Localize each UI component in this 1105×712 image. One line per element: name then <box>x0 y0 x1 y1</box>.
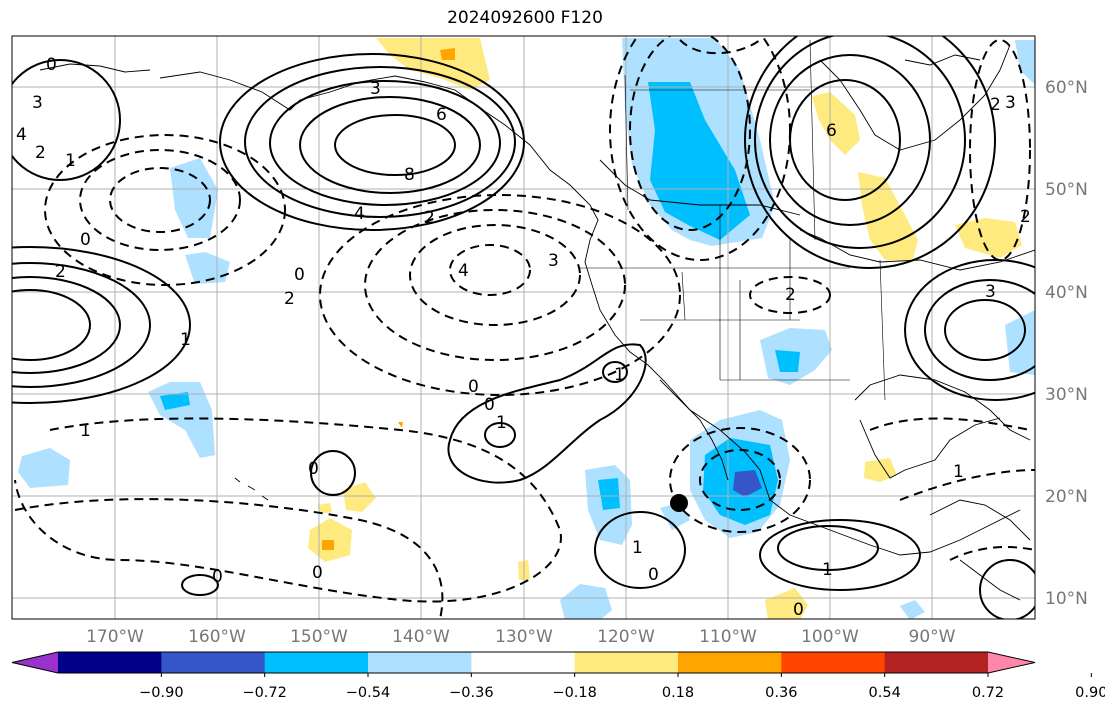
contour-label: 2 <box>1020 207 1031 227</box>
contour-label: 4 <box>458 261 469 281</box>
positive-contours <box>12 36 1035 619</box>
lon-label: 160°W <box>188 627 246 647</box>
storm-center-marker <box>670 494 688 512</box>
contour-labels: 0 3 4 2 1 3 6 8 4 2 0 2 1 2 4 3 0 0 1 1 … <box>16 55 1031 620</box>
contour-label: 2 <box>990 95 1001 115</box>
contour-label: 1 <box>80 421 91 441</box>
colorbar-segment <box>574 652 679 673</box>
colorbar-tick-label: 0.36 <box>765 685 797 701</box>
contour-label: 1 <box>180 330 191 350</box>
contour-label: 0 <box>793 600 804 620</box>
lon-label: 120°W <box>597 627 655 647</box>
longitude-labels: 170°W 160°W 150°W 140°W 130°W 120°W 110°… <box>86 627 956 647</box>
contour-label: 1 <box>632 538 643 558</box>
colorbar-tick-label: 0.18 <box>662 685 694 701</box>
colorbar-segment <box>264 652 369 673</box>
contour-label: 6 <box>436 105 447 125</box>
lat-label: 60°N <box>1045 78 1088 98</box>
latitude-labels: 60°N 50°N 40°N 30°N 20°N 10°N <box>1045 78 1088 609</box>
negative-contours <box>14 36 1035 619</box>
contour-label: 3 <box>985 282 996 302</box>
contour-label: 1 <box>496 413 507 433</box>
contour-label: 1 <box>953 462 964 482</box>
colorbar-segment <box>471 652 576 673</box>
colorbar-segment <box>884 652 989 673</box>
contour-label: 2 <box>55 262 66 282</box>
colorbar: −0.90 −0.72 −0.54 −0.36 −0.18 0.18 0.36 0.54 0.7… <box>11 651 1105 701</box>
colorbar-extension-low <box>12 652 58 673</box>
map-title: 2024092600 F120 <box>447 8 603 28</box>
colorbar-tick-label: 0.72 <box>972 685 1004 701</box>
lat-label: 40°N <box>1045 283 1088 303</box>
colorbar-tick-label: 0.54 <box>869 685 901 701</box>
contour-label: 0 <box>648 565 659 585</box>
colorbar-tick-label: −0.54 <box>346 685 390 701</box>
lat-label: 30°N <box>1045 385 1088 405</box>
contour-label: 6 <box>826 121 837 141</box>
contour-label: 1 <box>822 560 833 580</box>
contour-label: 3 <box>1005 93 1016 113</box>
contour-label: 1 <box>65 151 76 171</box>
lon-label: 150°W <box>290 627 348 647</box>
contour-label: 4 <box>16 125 27 145</box>
lat-label: 10°N <box>1045 589 1088 609</box>
colorbar-segment <box>781 652 886 673</box>
lat-label: 20°N <box>1045 487 1088 507</box>
contour-label: 3 <box>548 251 559 271</box>
contour-label: 0 <box>312 563 323 583</box>
lon-label: 130°W <box>495 627 553 647</box>
contour-label: 3 <box>32 93 43 113</box>
colorbar-tick-label: −0.36 <box>449 685 493 701</box>
contour-label: 2 <box>424 208 435 228</box>
contour-label: 8 <box>404 165 415 185</box>
contour-label: 0 <box>212 567 223 587</box>
contour-label: 0 <box>80 230 91 250</box>
contour-label: 0 <box>308 459 319 479</box>
lon-label: 100°W <box>801 627 859 647</box>
state-borders <box>580 39 886 401</box>
colorbar-tick-label: −0.18 <box>552 685 596 701</box>
colorbar-tick-label: −0.90 <box>139 685 183 701</box>
lon-label: 170°W <box>86 627 144 647</box>
lat-label: 50°N <box>1045 180 1088 200</box>
contour-label: 0 <box>294 265 305 285</box>
contour-label: 3 <box>370 79 381 99</box>
contour-label: 0 <box>46 55 57 75</box>
contour-label: 0 <box>468 377 479 397</box>
colorbar-extension-high <box>988 652 1035 673</box>
contour-label: 2 <box>35 143 46 163</box>
map-border <box>11 35 1036 620</box>
contour-label: 0 <box>484 395 495 415</box>
positive-anomaly-shading <box>308 38 1022 619</box>
colorbar-segment <box>678 652 782 673</box>
contour-label: 4 <box>354 204 365 224</box>
coastlines <box>39 44 1035 601</box>
colorbar-tick-label: 0.90 <box>1075 685 1105 701</box>
colorbar-outline <box>11 651 1036 674</box>
lon-label: 110°W <box>699 627 757 647</box>
contour-label: 2 <box>284 289 295 309</box>
colorbar-segment <box>58 652 162 673</box>
lon-label: 140°W <box>392 627 450 647</box>
colorbar-tick-label: −0.72 <box>242 685 286 701</box>
contour-label: 1 <box>614 365 625 385</box>
colorbar-segment <box>368 652 472 673</box>
contour-label: 2 <box>785 285 796 305</box>
lon-label: 90°W <box>909 627 956 647</box>
colorbar-segment <box>161 652 266 673</box>
